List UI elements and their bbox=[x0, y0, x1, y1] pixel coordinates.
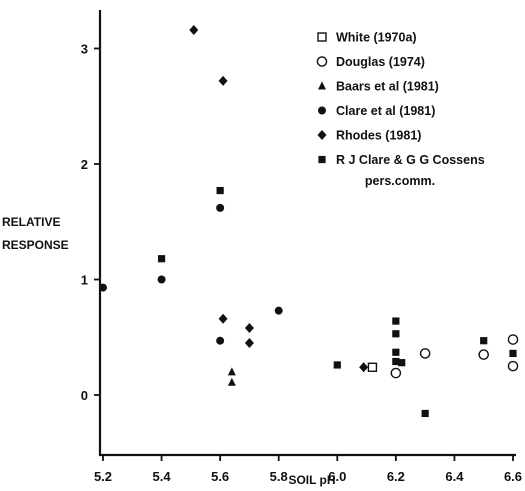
y-axis-label-line2: RESPONSE bbox=[2, 238, 69, 252]
x-axis-ticks: 5.2 5.4 5.6 5.8 6.0 6.2 6.4 6.6 bbox=[94, 455, 522, 484]
legend-item: White (1970a) bbox=[317, 31, 417, 45]
data-point bbox=[392, 348, 400, 356]
legend-label-line2: pers.comm. bbox=[365, 174, 435, 188]
data-point bbox=[480, 337, 488, 345]
legend: White (1970a) Douglas (1974) Baars et al (… bbox=[316, 31, 485, 188]
y-tick-label: 3 bbox=[81, 42, 88, 57]
data-point bbox=[509, 349, 517, 358]
data-point bbox=[359, 362, 369, 373]
legend-label: Clare et al (1981) bbox=[336, 104, 435, 118]
data-point bbox=[507, 360, 519, 372]
legend-marker bbox=[318, 81, 326, 90]
data-point bbox=[227, 367, 236, 376]
x-tick-label: 6.4 bbox=[445, 469, 464, 484]
x-tick-label: 6.2 bbox=[387, 469, 405, 484]
y-tick-label: 2 bbox=[81, 157, 88, 172]
x-tick-label: 6.0 bbox=[328, 469, 346, 484]
legend-label: Douglas (1974) bbox=[336, 55, 425, 69]
data-point bbox=[392, 357, 400, 366]
legend-marker bbox=[317, 32, 327, 42]
legend-item: R J Clare & G G Cossens pers.comm. bbox=[318, 153, 485, 188]
x-tick-label: 5.6 bbox=[211, 469, 229, 484]
legend-item: Clare et al (1981) bbox=[318, 104, 435, 118]
data-points bbox=[99, 25, 519, 418]
data-point bbox=[333, 361, 341, 369]
legend-item: Rhodes (1981) bbox=[317, 129, 421, 143]
data-point bbox=[274, 306, 283, 315]
data-point bbox=[157, 255, 166, 263]
data-point bbox=[390, 367, 402, 379]
legend-item: Douglas (1974) bbox=[316, 55, 425, 69]
series-filled-square bbox=[157, 186, 517, 418]
data-point bbox=[244, 338, 254, 349]
x-tick-label: 5.2 bbox=[94, 469, 112, 484]
x-tick-label: 6.6 bbox=[504, 469, 522, 484]
data-point bbox=[216, 186, 224, 195]
legend-label: Baars et al (1981) bbox=[336, 80, 439, 94]
data-point bbox=[421, 409, 429, 418]
data-point bbox=[392, 317, 400, 325]
data-point bbox=[478, 349, 490, 360]
series-filled-triangle bbox=[227, 367, 236, 386]
y-axis-label-line1: RELATIVE bbox=[2, 215, 60, 229]
x-tick-label: 5.4 bbox=[153, 469, 172, 484]
axes bbox=[98, 10, 516, 457]
legend-label: Rhodes (1981) bbox=[336, 129, 421, 143]
data-point bbox=[507, 334, 519, 345]
x-tick-label: 5.8 bbox=[270, 469, 288, 484]
data-point bbox=[227, 377, 236, 386]
legend-marker bbox=[318, 155, 326, 164]
series-filled-circle bbox=[99, 203, 283, 345]
series-open-circle bbox=[390, 334, 519, 379]
legend-label: R J Clare & G G Cossens bbox=[336, 153, 485, 167]
data-point bbox=[398, 359, 406, 367]
data-point bbox=[218, 75, 228, 86]
data-point bbox=[419, 348, 431, 359]
legend-label: White (1970a) bbox=[336, 31, 417, 45]
data-point bbox=[244, 323, 254, 334]
data-point bbox=[157, 275, 166, 284]
x-axis-label: SOIL pH bbox=[288, 473, 335, 487]
legend-marker bbox=[318, 106, 326, 115]
data-point bbox=[218, 313, 228, 324]
series-open-square bbox=[367, 362, 378, 372]
y-axis-ticks: 0 1 2 3 bbox=[81, 42, 100, 403]
data-point bbox=[392, 330, 400, 338]
data-point bbox=[367, 362, 378, 372]
data-point bbox=[99, 283, 107, 292]
y-tick-label: 0 bbox=[81, 388, 88, 403]
legend-marker bbox=[317, 130, 327, 140]
legend-item: Baars et al (1981) bbox=[318, 80, 439, 94]
series-filled-diamond bbox=[189, 25, 369, 373]
data-point bbox=[216, 203, 225, 212]
legend-marker bbox=[316, 56, 328, 67]
y-tick-label: 1 bbox=[81, 273, 88, 288]
data-point bbox=[189, 25, 199, 36]
data-point bbox=[216, 336, 225, 345]
